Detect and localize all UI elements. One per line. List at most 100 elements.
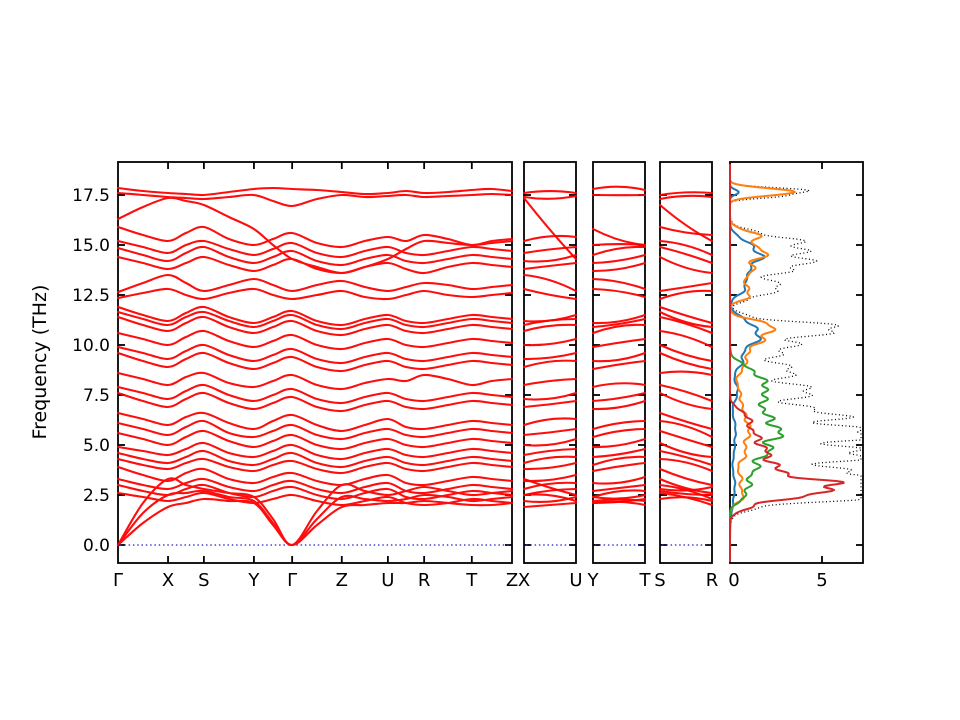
band-line-mini (591, 227, 647, 247)
band-line (116, 255, 514, 275)
dos-curves (729, 164, 862, 562)
kpoint-label: Y (587, 570, 600, 591)
dos-x-tick-label: 0 (728, 570, 739, 591)
band-line-mini (522, 234, 578, 243)
band-line-mini (658, 239, 714, 257)
band-line-mini (522, 501, 578, 509)
band-line-mini (522, 377, 578, 387)
band-line-mini (522, 495, 578, 503)
band-line (116, 491, 514, 507)
y-tick-label: 5.0 (83, 436, 110, 456)
band-line-mini (658, 483, 714, 501)
band-line (116, 477, 514, 547)
kpoint-label: Γ (287, 570, 297, 591)
band-line-mini (522, 427, 578, 437)
band-line (116, 371, 514, 391)
panel-border (659, 161, 713, 564)
band-line (116, 315, 514, 337)
band-line (116, 351, 514, 373)
band-line-mini (522, 447, 578, 457)
band-line-mini (591, 351, 647, 363)
y-tick-label: 7.5 (83, 386, 110, 406)
band-line-mini (591, 461, 647, 473)
band-line-mini (658, 351, 714, 371)
band-line-mini (658, 245, 714, 265)
band-line-mini (658, 281, 714, 293)
band-line-mini (658, 225, 714, 237)
kpoint-label: X (518, 570, 530, 591)
band-line-mini (658, 419, 714, 439)
band-line-mini (658, 194, 714, 201)
band-line (116, 287, 514, 301)
band-line (116, 489, 514, 547)
panel-border (117, 161, 513, 564)
band-line-mini (658, 411, 714, 431)
y-tick-label: 12.5 (72, 286, 110, 306)
band-line-mini (522, 359, 578, 369)
band-line (116, 273, 514, 294)
band-line-mini (591, 475, 647, 485)
main-band-panel: 0.0 2.5 5.0 7.5 10.0 12.5 15.0 17.5 Γ X S Y Γ Z U R T Z (72, 161, 518, 591)
band-line-mini (658, 370, 714, 377)
band-line-mini (591, 277, 647, 291)
band-line-mini (522, 313, 578, 323)
band-line (116, 196, 514, 275)
band-line-mini (591, 337, 647, 349)
band-line-mini (522, 194, 578, 200)
band-line-mini (522, 273, 578, 293)
band-line-mini (522, 473, 578, 483)
band-line (116, 239, 514, 259)
band-line-mini (591, 437, 647, 449)
band-line-mini (522, 337, 578, 347)
band-line (116, 429, 514, 451)
band-line-mini (522, 437, 578, 447)
band-line (116, 457, 514, 475)
band-line-mini (591, 447, 647, 459)
kpoint-label: Z (336, 570, 348, 591)
band-line-mini (522, 391, 578, 401)
band-line (116, 383, 514, 405)
band-line-mini (591, 391, 647, 403)
band-line-mini (658, 429, 714, 449)
band-line-mini (658, 489, 714, 497)
band-line (116, 465, 514, 487)
band-line (116, 310, 514, 331)
band-line-mini (522, 323, 578, 333)
band-line (116, 305, 514, 327)
band-line-mini (591, 359, 647, 371)
band-line-mini (658, 449, 714, 467)
band-line-mini (591, 382, 647, 389)
band-line (116, 483, 514, 501)
band-line (116, 391, 514, 413)
band-line-mini (658, 491, 714, 507)
band-line-mini (658, 203, 714, 243)
band-line-mini (522, 493, 578, 503)
band-line-mini (658, 255, 714, 275)
kpoint-label: Y (247, 570, 260, 591)
band-line-mini (591, 427, 647, 439)
band-line-mini (658, 305, 714, 325)
band-line (116, 186, 514, 197)
band-line-mini (522, 245, 578, 255)
band-line-mini (591, 313, 647, 325)
band-line-mini (591, 253, 647, 265)
kpoint-label: U (569, 570, 582, 591)
band-line-mini (591, 261, 647, 273)
band-line-mini (658, 310, 714, 329)
band-line (116, 441, 514, 461)
band-line-mini (591, 323, 647, 335)
pdos-orange-curve (729, 164, 796, 562)
y-tick-label: 17.5 (72, 186, 110, 206)
band-line-mini (658, 441, 714, 459)
kpoint-label: T (465, 570, 478, 591)
y-tick-label: 2.5 (83, 486, 110, 506)
band-line-mini (658, 343, 714, 363)
band-line-mini (522, 261, 578, 271)
band-line (116, 329, 514, 351)
band-line-mini (591, 419, 647, 431)
band-line-mini (591, 185, 647, 192)
